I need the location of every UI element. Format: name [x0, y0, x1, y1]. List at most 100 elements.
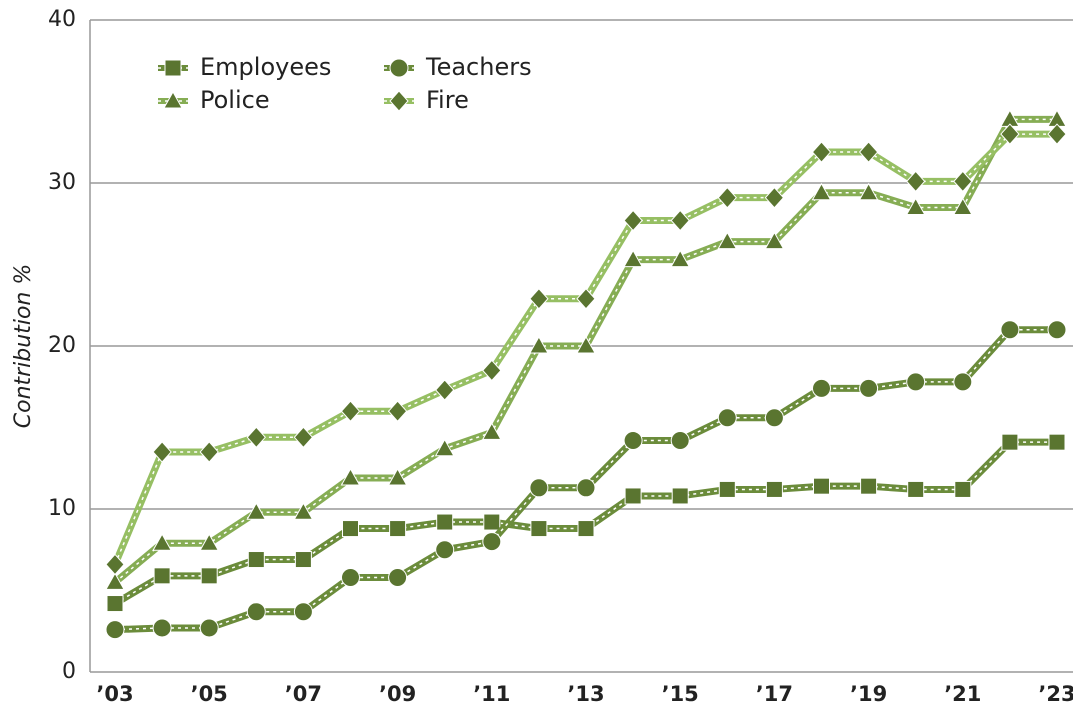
marker [482, 359, 502, 382]
marker [907, 480, 925, 498]
marker [953, 372, 973, 392]
x-tick-label: ’19 [850, 682, 887, 706]
marker [952, 197, 973, 215]
marker [389, 90, 409, 112]
marker [859, 378, 879, 398]
x-tick-label: ’03 [96, 682, 133, 706]
marker [905, 197, 926, 215]
marker [670, 431, 690, 451]
marker [623, 209, 643, 232]
x-tick-label: ’07 [285, 682, 322, 706]
marker [576, 335, 596, 354]
x-tick-label: ’09 [379, 682, 416, 706]
marker [387, 468, 408, 486]
line-highlight [114, 133, 1057, 565]
marker [246, 602, 266, 622]
marker [105, 620, 125, 640]
y-tick-label: 30 [48, 170, 76, 195]
series [105, 320, 1067, 640]
marker [671, 487, 689, 505]
marker [293, 602, 313, 622]
marker [163, 90, 183, 109]
marker [1047, 123, 1067, 145]
marker [530, 520, 548, 538]
marker [389, 58, 409, 78]
marker [199, 441, 219, 463]
marker [293, 502, 314, 520]
marker [1000, 320, 1020, 340]
marker [482, 532, 502, 552]
legend-item: Teachers [384, 53, 532, 81]
y-tick-label: 20 [48, 333, 76, 358]
marker [199, 618, 219, 638]
marker [164, 59, 182, 77]
marker [481, 422, 502, 440]
marker [199, 533, 220, 551]
marker [389, 520, 407, 538]
marker [718, 480, 736, 498]
marker [483, 513, 501, 531]
marker [906, 372, 926, 392]
legend-item: Police [158, 86, 270, 114]
marker [435, 379, 455, 401]
marker [152, 618, 172, 638]
marker [577, 520, 595, 538]
x-tick-label: ’15 [662, 682, 699, 706]
marker [294, 551, 312, 569]
marker [717, 408, 737, 428]
marker [953, 170, 973, 193]
marker [387, 400, 408, 422]
marker [152, 441, 172, 463]
marker [106, 595, 124, 613]
marker [858, 182, 879, 201]
x-tick-label: ’17 [756, 682, 793, 706]
marker [1048, 433, 1066, 451]
marker [812, 378, 831, 398]
marker [764, 231, 785, 250]
marker [670, 249, 691, 268]
legend-label: Employees [200, 53, 331, 81]
marker [1047, 320, 1067, 340]
x-tick-label: ’21 [944, 682, 981, 706]
marker [811, 182, 832, 201]
marker [153, 567, 171, 585]
series [106, 433, 1066, 613]
marker [341, 567, 360, 587]
marker [717, 186, 737, 209]
marker [576, 478, 596, 498]
x-tick-label: ’05 [191, 682, 228, 706]
marker [624, 487, 642, 505]
series [105, 123, 1067, 576]
marker [529, 335, 549, 354]
marker [246, 426, 266, 449]
marker [860, 477, 878, 495]
y-axis-label: Contribution % [11, 264, 36, 429]
legend-label: Fire [426, 86, 469, 114]
y-tick-label: 40 [48, 7, 76, 32]
marker [529, 478, 549, 498]
marker [764, 408, 784, 428]
marker [340, 400, 361, 422]
y-tick-label: 10 [48, 496, 76, 521]
x-tick-label: ’11 [473, 682, 510, 706]
series [105, 109, 1067, 590]
legend-item: Fire [384, 86, 469, 114]
marker [342, 520, 359, 538]
marker [623, 431, 643, 451]
marker [105, 572, 125, 590]
legend-item: Employees [158, 53, 331, 81]
marker [293, 426, 314, 449]
marker [954, 480, 972, 498]
marker [623, 249, 643, 268]
marker [388, 567, 408, 587]
marker [152, 533, 172, 551]
marker [670, 209, 690, 232]
marker [1001, 433, 1019, 451]
x-tick-label: ’13 [567, 682, 604, 706]
marker [340, 468, 361, 486]
marker [246, 502, 267, 520]
marker [906, 170, 926, 193]
marker [434, 438, 455, 457]
marker [435, 540, 455, 560]
